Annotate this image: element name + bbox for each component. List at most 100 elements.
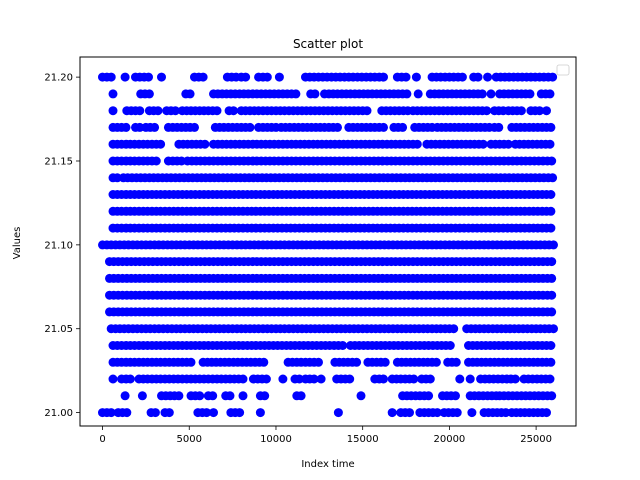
scatter-point [259,357,269,367]
scatter-point [546,122,556,132]
scatter-point [548,72,558,82]
scatter-point [412,139,422,149]
scatter-point [516,106,526,116]
scatter-point [525,89,535,99]
scatter-point [157,72,166,82]
scatter-point [477,89,487,99]
scatter-point [547,290,557,300]
scatter-point [137,391,147,401]
scatter-point [545,89,555,99]
scatter-point [432,408,442,418]
scatter-point [405,408,414,418]
scatter-point [547,391,557,401]
scatter-point [255,408,265,418]
scatter-point [200,139,210,149]
scatter-point [345,374,355,384]
x-axis-ticks: 0 5000 10000 15000 20000 25000 [99,426,552,445]
scatter-point [425,374,435,384]
x-axis-label: Index time [301,459,354,470]
scatter-point [542,408,551,418]
scatter-point [379,72,388,82]
scatter-point [333,408,343,418]
scatter-point [212,106,222,116]
scatter-point [209,408,218,418]
scatter-point [356,391,366,401]
scatter-point [125,374,135,384]
scatter-point [545,374,555,384]
y-axis-label: Values [12,227,23,260]
scatter-point [241,72,251,82]
x-tick-label: 0 [99,434,105,445]
scatter-point [473,72,483,82]
scatter-point [245,122,255,132]
scatter-point [260,391,270,401]
scatter-point [510,374,520,384]
y-tick-label: 21.10 [44,240,73,251]
scatter-point [106,408,116,418]
scatter-point [457,72,467,82]
scatter-point [401,72,411,82]
y-tick-label: 21.20 [44,73,73,84]
x-tick-label: 15000 [347,434,379,445]
scatter-point [398,122,408,132]
y-axis-ticks: 21.00 21.05 21.10 21.15 21.20 [44,73,80,419]
scatter-point [262,72,272,82]
scatter-point [483,72,493,82]
scatter-point [108,106,118,116]
scatter-point [151,156,161,166]
plot-area-frame [79,56,577,427]
scatter-point [546,357,556,367]
scatter-point [238,391,248,401]
scatter-point [121,122,131,132]
scatter-point [208,391,218,401]
scatter-point [235,408,245,418]
scatter-point [296,391,306,401]
scatter-point [144,72,153,82]
scatter-point [156,139,166,149]
scatter-point [546,223,556,233]
scatter-point [291,89,301,99]
scatter-point [186,357,196,367]
scatter-point [108,89,118,99]
scatter-point [486,89,496,99]
scatter-point [229,106,238,116]
x-tick-label: 25000 [520,434,552,445]
x-tick-label: 20000 [433,434,465,445]
scatter-point [310,89,320,99]
scatter-point [185,89,195,99]
chart-title: Scatter plot [293,37,363,51]
scatter-point [278,374,288,384]
scatter-point [424,391,434,401]
scatter-point [150,408,160,418]
scatter-point [465,374,475,384]
scatter-point [549,240,558,250]
scatter-point [352,357,362,367]
scatter-point [198,72,208,82]
scatter-point [542,106,551,116]
scatter-point [547,307,557,317]
scatter-point [547,257,557,267]
scatter-point [190,122,199,132]
scatter-point [451,357,461,367]
scatter-point [309,374,319,384]
scatter-point [455,374,465,384]
scatter-point [413,89,423,99]
scatter-point [202,408,212,418]
x-tick-label: 10000 [260,434,292,445]
scatter-point [120,391,130,401]
scatter-point [545,139,555,149]
scatter-point [482,106,492,116]
scatter-point [261,374,271,384]
scatter-point [120,72,130,82]
scatter-point [387,408,397,418]
scatter-point [150,122,160,132]
scatter-point [409,374,419,384]
scatter-point [135,106,145,116]
scatter-point [452,408,462,418]
scatter-point [379,374,388,384]
x-tick-label: 5000 [177,434,202,445]
scatter-point [478,139,488,149]
scatter-point [549,324,558,334]
